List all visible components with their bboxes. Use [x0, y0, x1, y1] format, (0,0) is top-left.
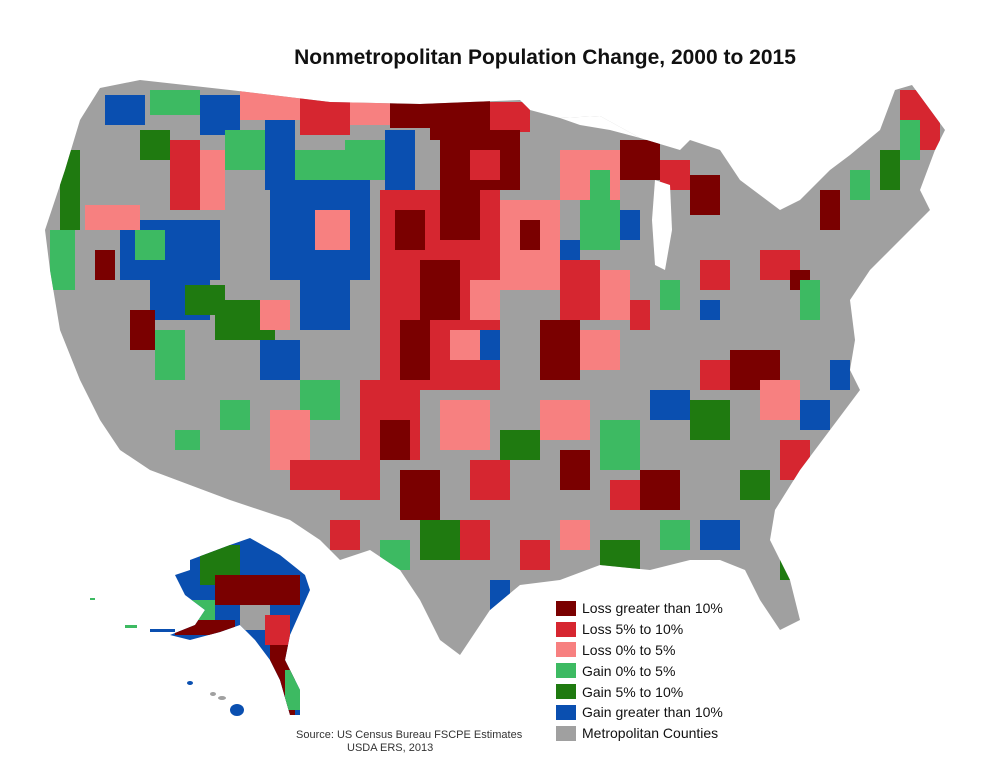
legend-swatch [556, 600, 576, 616]
legend-item-loss-0-5: Loss 0% to 5% [556, 640, 723, 661]
legend-label: Loss 0% to 5% [582, 641, 676, 658]
legend-swatch [556, 725, 576, 741]
alaska [170, 538, 310, 715]
legend-label: Loss greater than 10% [582, 600, 723, 617]
contiguous-us [45, 80, 945, 655]
legend-label: Gain greater than 10% [582, 704, 723, 721]
legend-item-loss-gt-10: Loss greater than 10% [556, 598, 723, 619]
aleutian-islands [90, 598, 175, 632]
map-legend: Loss greater than 10% Loss 5% to 10% Los… [556, 598, 723, 744]
legend-label: Gain 0% to 5% [582, 662, 676, 679]
legend-label: Metropolitan Counties [582, 725, 719, 742]
legend-swatch [556, 684, 576, 700]
lake-michigan [652, 180, 672, 270]
legend-label: Loss 5% to 10% [582, 621, 684, 638]
legend-swatch [556, 663, 576, 679]
source-line-2: USDA ERS, 2013 [347, 742, 434, 754]
legend-item-gain-5-10: Gain 5% to 10% [556, 681, 723, 702]
legend-item-gain-gt-10: Gain greater than 10% [556, 702, 723, 723]
legend-item-gain-0-5: Gain 0% to 5% [556, 660, 723, 681]
source-note: Source: US Census Bureau FSCPE Estimates… [296, 729, 522, 755]
source-line-1: Source: US Census Bureau FSCPE Estimates [296, 729, 523, 741]
legend-label: Gain 5% to 10% [582, 683, 684, 700]
legend-item-metro: Metropolitan Counties [556, 723, 723, 744]
legend-item-loss-5-10: Loss 5% to 10% [556, 619, 723, 640]
legend-swatch [556, 704, 576, 720]
hawaii [187, 681, 244, 716]
legend-swatch [556, 642, 576, 658]
legend-swatch [556, 621, 576, 637]
map-title: Nonmetropolitan Population Change, 2000 … [294, 46, 796, 69]
